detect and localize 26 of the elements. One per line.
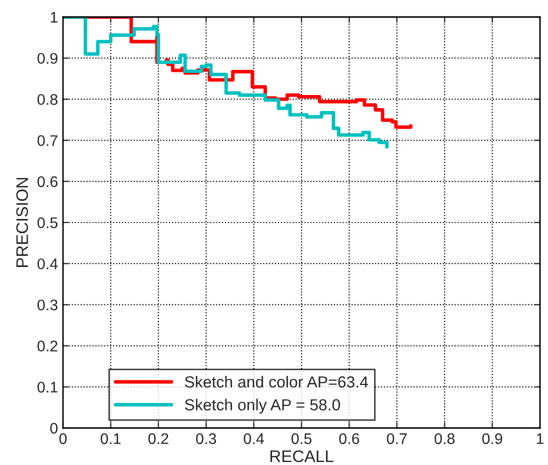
y-tick-label: 0: [50, 422, 58, 434]
x-tick-label: 0.6: [339, 433, 360, 444]
y-tick-label: 0.4: [38, 258, 58, 270]
x-tick-label: 0.7: [386, 433, 407, 444]
x-tick-label: 0.3: [196, 433, 216, 444]
x-tick-label: 1: [536, 433, 544, 444]
y-axis-title: PRECISION: [16, 178, 28, 267]
y-tick-label: 0.9: [38, 52, 58, 64]
y-tick-label: 0.7: [38, 135, 58, 146]
y-tick-label: 0.3: [38, 300, 58, 310]
x-tick-label: 0.1: [100, 433, 121, 444]
x-tick-label: 0.9: [482, 433, 502, 444]
x-axis-title: RECALL: [270, 450, 334, 462]
y-tick-label: 0.6: [38, 176, 58, 188]
x-tick-label: 0.4: [244, 433, 264, 444]
legend-label: Sketch and color AP=63.4: [184, 376, 368, 388]
legend-label: Sketch only AP = 58.0: [184, 398, 340, 414]
y-tick-label: 1: [50, 12, 58, 23]
y-tick-label: 0.2: [38, 340, 58, 352]
y-tick-label: 0.8: [38, 94, 58, 105]
x-tick-label: 0.2: [148, 433, 168, 444]
y-tick-label: 0.1: [38, 382, 58, 393]
x-tick-label: 0.5: [291, 433, 312, 444]
x-tick-label: 0.8: [434, 433, 455, 444]
y-tick-label: 0.5: [38, 217, 58, 228]
x-tick-label: 0: [59, 433, 67, 444]
